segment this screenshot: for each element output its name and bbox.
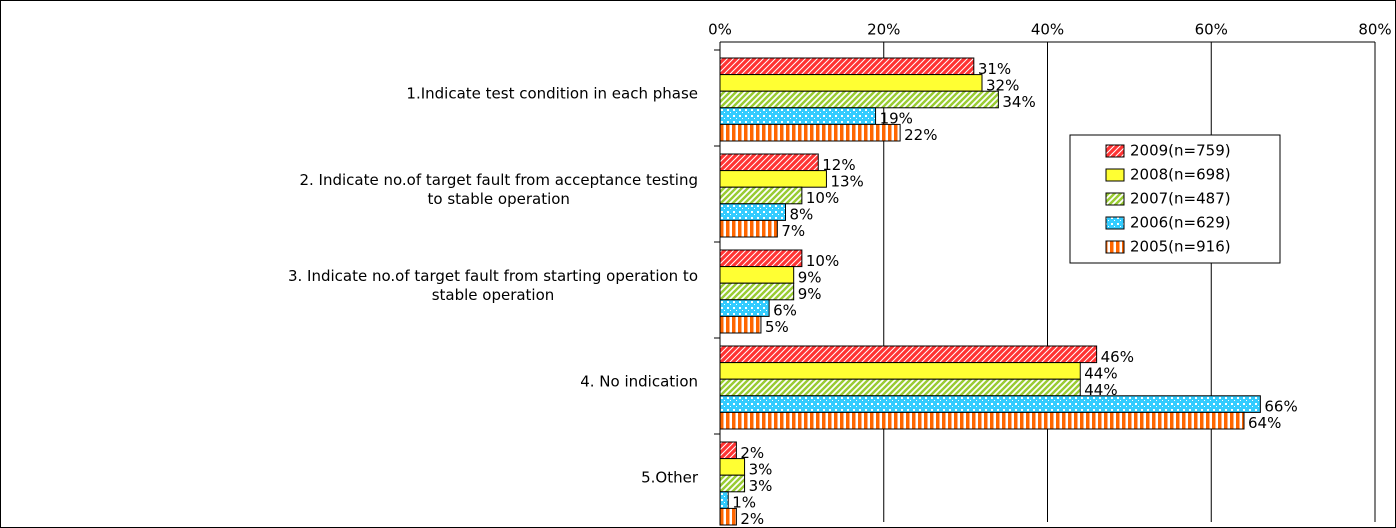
legend-swatch [1105, 216, 1125, 230]
value-label: 31% [978, 60, 1011, 78]
value-label: 3% [749, 477, 773, 495]
category-label: 5.Other [641, 468, 698, 487]
value-label: 46% [1101, 348, 1134, 366]
value-label: 34% [1002, 93, 1035, 111]
bar [719, 362, 1081, 380]
value-label: 2% [740, 510, 764, 528]
value-label: 44% [1084, 381, 1117, 399]
value-label: 10% [806, 252, 839, 270]
value-label: 32% [986, 76, 1019, 94]
x-tick-label: 20% [867, 21, 900, 39]
bar [719, 395, 1261, 413]
bar [719, 249, 803, 268]
legend-swatch [1105, 192, 1125, 206]
legend-swatch [1105, 168, 1125, 182]
x-tick-label: 80% [1358, 21, 1391, 39]
bar [719, 203, 786, 221]
legend-label: 2006(n=629) [1130, 214, 1231, 232]
legend-label: 2008(n=698) [1130, 166, 1231, 184]
bar [719, 219, 778, 238]
bar [719, 170, 827, 188]
value-label: 44% [1084, 364, 1117, 382]
value-label: 12% [822, 156, 855, 174]
legend-swatch [1105, 240, 1125, 254]
bar [719, 299, 770, 317]
bar [719, 411, 1245, 430]
value-label: 1% [732, 494, 756, 512]
legend-label: 2005(n=916) [1130, 238, 1231, 256]
legend-label: 2007(n=487) [1130, 190, 1231, 208]
legend-box [1069, 134, 1281, 264]
x-tick-label: 40% [1031, 21, 1064, 39]
value-label: 5% [765, 318, 789, 336]
bar [719, 491, 729, 509]
bar [719, 107, 877, 125]
value-label: 22% [904, 126, 937, 144]
category-label: 2. Indicate no.of target fault from acce… [299, 171, 698, 208]
legend-swatch [1105, 144, 1125, 158]
bar [719, 186, 803, 205]
value-label: 7% [781, 222, 805, 240]
category-label: 1.Indicate test condition in each phase [406, 84, 698, 103]
bar [719, 282, 795, 301]
category-label: 4. No indication [580, 372, 698, 391]
value-label: 10% [806, 189, 839, 207]
value-label: 66% [1264, 398, 1297, 416]
value-label: 64% [1248, 414, 1281, 432]
bar [719, 74, 983, 92]
category-label: 3. Indicate no.of target fault from star… [287, 267, 698, 304]
bar [719, 123, 901, 142]
legend-label: 2009(n=759) [1130, 142, 1231, 160]
value-label: 9% [798, 268, 822, 286]
value-label: 2% [740, 444, 764, 462]
bar [719, 266, 795, 284]
x-tick-label: 0% [708, 21, 732, 39]
bar [719, 345, 1098, 364]
bar [719, 441, 737, 460]
bar [719, 315, 762, 334]
bar [719, 507, 737, 526]
value-label: 19% [880, 110, 913, 128]
x-tick-label: 60% [1195, 21, 1228, 39]
value-label: 6% [773, 302, 797, 320]
value-label: 13% [830, 172, 863, 190]
bar [719, 153, 819, 172]
value-label: 9% [798, 285, 822, 303]
bar [719, 90, 999, 109]
bar [719, 57, 975, 76]
value-label: 8% [790, 206, 814, 224]
value-label: 3% [749, 460, 773, 478]
bar [719, 458, 746, 476]
bar [719, 378, 1081, 397]
bar [719, 474, 746, 493]
